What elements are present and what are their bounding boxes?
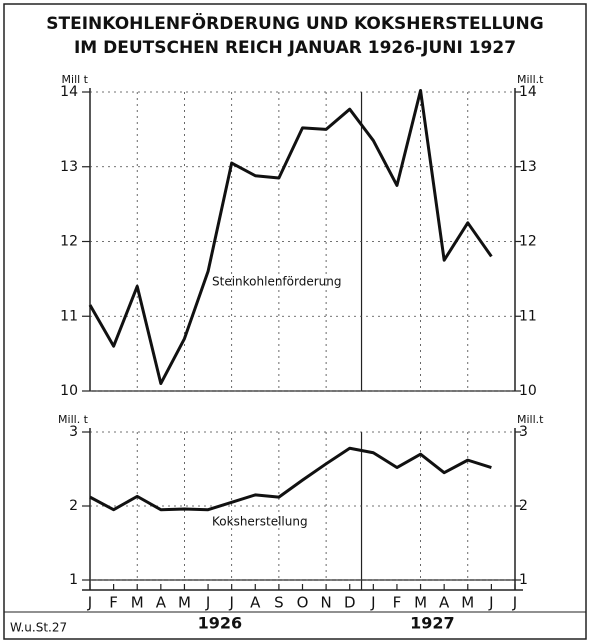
x-tick-label: N (320, 594, 331, 612)
y2-axis-label: Mill.t (517, 413, 544, 426)
y-tick-label: 1 (69, 572, 78, 588)
x-tick-label: A (250, 594, 261, 612)
x-tick-label: F (109, 594, 118, 612)
y-tick-label: 2 (69, 498, 78, 514)
x-tick-label: J (87, 594, 92, 612)
x-tick-label: A (439, 594, 450, 612)
x-tick-label: M (461, 594, 474, 612)
y2-axis-label: Mill.t (517, 73, 544, 86)
x-tick-label: F (393, 594, 402, 612)
y-tick-label: 11 (60, 308, 78, 324)
year-label: 1926 (198, 614, 243, 633)
y-tick-label: 12 (60, 234, 78, 250)
x-tick-label: D (344, 594, 356, 612)
y-tick-label: 3 (69, 424, 78, 440)
y2-tick-label: 10 (519, 383, 537, 399)
x-tick-label: M (414, 594, 427, 612)
y-axis-label: Mill t (62, 73, 89, 86)
y2-tick-label: 3 (519, 424, 528, 440)
y2-tick-label: 11 (519, 308, 537, 324)
y2-tick-label: 2 (519, 498, 528, 514)
x-tick-label: J (488, 594, 493, 612)
frame (3, 3, 587, 640)
y2-tick-label: 12 (519, 234, 537, 250)
x-tick-label: J (512, 594, 517, 612)
source: W.u.St.27 (10, 621, 67, 635)
y-tick-label: 13 (60, 159, 78, 175)
x-tick-label: J (228, 594, 233, 612)
chart-title: STEINKOHLENFÖRDERUNG UND KOKSHERSTELLUNG (46, 12, 543, 34)
x-tick-label: O (297, 594, 309, 612)
x-tick-label: J (205, 594, 210, 612)
x-tick-label: M (131, 594, 144, 612)
x-tick-label: M (178, 594, 191, 612)
y-tick-label: 14 (60, 84, 78, 100)
y-tick-label: 10 (60, 383, 78, 399)
x-tick-label: S (274, 594, 284, 612)
year-label: 1927 (410, 614, 455, 633)
x-tick-label: J (370, 594, 375, 612)
y-axis-label: Mill. t (58, 413, 89, 426)
data-line (89, 446, 492, 512)
y2-tick-label: 14 (519, 84, 537, 100)
series-label: Steinkohlenförderung (212, 275, 342, 289)
data-line (88, 89, 493, 386)
y2-tick-label: 1 (519, 572, 528, 588)
series-label: Koksherstellung (212, 515, 308, 529)
y2-tick-label: 13 (519, 159, 537, 175)
chart-title: IM DEUTSCHEN REICH JANUAR 1926-JUNI 1927 (74, 38, 516, 58)
x-tick-label: A (156, 594, 167, 612)
